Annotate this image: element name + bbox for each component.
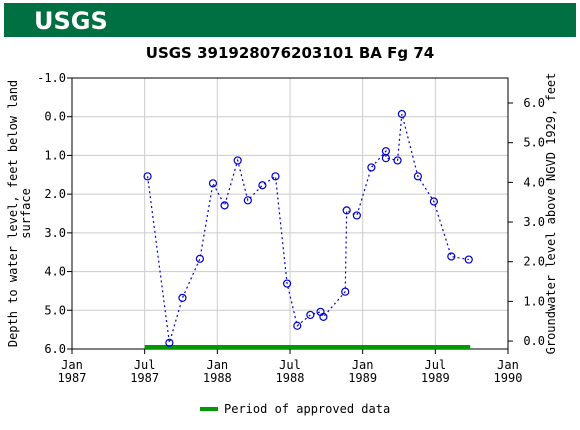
data-point xyxy=(393,156,402,165)
y2-tick-label: 6.0 xyxy=(523,96,545,110)
data-point xyxy=(319,312,328,321)
y2-tick-label: 1.0 xyxy=(523,294,545,308)
data-point xyxy=(341,287,350,296)
data-point xyxy=(367,163,376,172)
x-tick-label: Jan 1987 xyxy=(58,358,87,385)
data-point xyxy=(178,293,187,302)
data-point xyxy=(293,321,302,330)
data-point xyxy=(220,201,229,210)
x-tick-label: Jan 1990 xyxy=(494,358,523,385)
data-point xyxy=(381,154,391,163)
data-point xyxy=(143,172,152,181)
y-axis-label: surface xyxy=(19,188,33,239)
data-point xyxy=(282,279,292,288)
x-tick-label: Jul 1987 xyxy=(130,358,159,385)
legend-label: Period of approved data xyxy=(224,402,390,416)
data-point xyxy=(243,196,252,205)
data-point xyxy=(258,181,267,190)
data-point xyxy=(429,197,438,206)
y-tick-label: 5.0 xyxy=(44,303,66,317)
data-point xyxy=(464,255,473,264)
y-tick-label: 6.0 xyxy=(44,342,66,356)
data-point xyxy=(195,254,204,263)
y2-tick-label: 0.0 xyxy=(523,334,545,348)
data-point xyxy=(413,172,422,181)
x-tick-label: Jan 1988 xyxy=(203,358,232,385)
chart-title: USGS 391928076203101 BA Fg 74 xyxy=(146,44,434,62)
data-point xyxy=(306,310,315,320)
y-tick-label: 4.0 xyxy=(44,265,66,279)
data-point xyxy=(342,206,351,215)
data-point xyxy=(447,252,456,261)
data-point xyxy=(397,109,407,119)
x-tick-label: Jul 1989 xyxy=(421,358,450,385)
x-tick-label: Jan 1989 xyxy=(348,358,377,385)
y2-axis-label: Groundwater level above NGVD 1929, feet xyxy=(544,73,558,355)
y-axis-label: Depth to water level, feet below land xyxy=(6,80,20,347)
y-tick-label: 3.0 xyxy=(44,226,66,240)
y2-tick-label: 4.0 xyxy=(523,175,545,189)
data-line xyxy=(146,113,469,343)
data-point xyxy=(233,156,242,165)
data-point xyxy=(208,179,218,188)
y2-tick-label: 2.0 xyxy=(523,255,545,269)
data-point xyxy=(271,172,280,181)
y-tick-label: -1.0 xyxy=(37,71,66,85)
data-point xyxy=(352,211,361,220)
y2-tick-label: 5.0 xyxy=(523,136,545,150)
x-tick-label: Jul 1988 xyxy=(276,358,305,385)
header-bar xyxy=(4,3,576,37)
logo: USGS xyxy=(34,7,108,35)
y2-tick-label: 3.0 xyxy=(523,215,545,229)
y-tick-label: 1.0 xyxy=(44,148,66,162)
y-tick-label: 0.0 xyxy=(44,110,66,124)
data-point xyxy=(165,338,174,347)
y-tick-label: 2.0 xyxy=(44,187,66,201)
